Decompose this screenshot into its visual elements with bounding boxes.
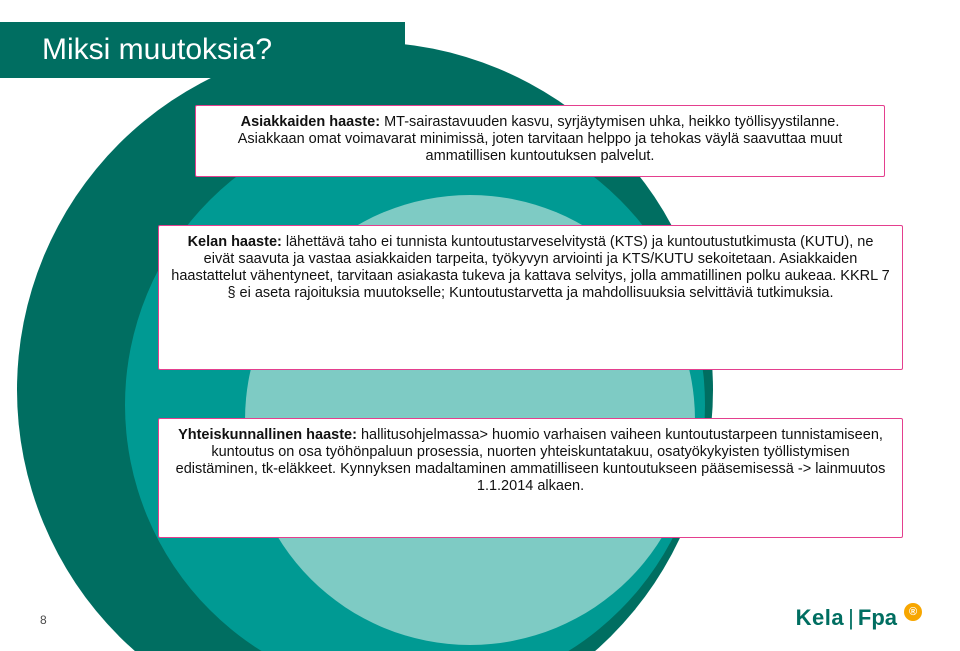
- challenge-box-kela: Kelan haaste: lähettävä taho ei tunnista…: [158, 225, 903, 370]
- box3-lead: Yhteiskunnallinen haaste:: [178, 427, 361, 443]
- challenge-box-society: Yhteiskunnallinen haaste: hallitusohjelm…: [158, 418, 903, 538]
- title-band: Miksi muutoksia?: [0, 22, 405, 78]
- page-number: 8: [40, 613, 47, 627]
- slide-title: Miksi muutoksia?: [42, 33, 272, 67]
- logo-badge-icon: ®: [904, 603, 922, 621]
- logo-primary: Kela: [796, 605, 844, 631]
- box2-lead: Kelan haaste:: [188, 234, 286, 250]
- slide-root: Miksi muutoksia? Asiakkaiden haaste: MT-…: [0, 0, 960, 651]
- logo-secondary: Fpa: [858, 605, 897, 631]
- box1-lead: Asiakkaiden haaste:: [241, 114, 384, 130]
- logo-separator: |: [848, 605, 854, 631]
- kela-logo: Kela | Fpa ®: [796, 605, 922, 631]
- challenge-box-clients: Asiakkaiden haaste: MT-sairastavuuden ka…: [195, 105, 885, 177]
